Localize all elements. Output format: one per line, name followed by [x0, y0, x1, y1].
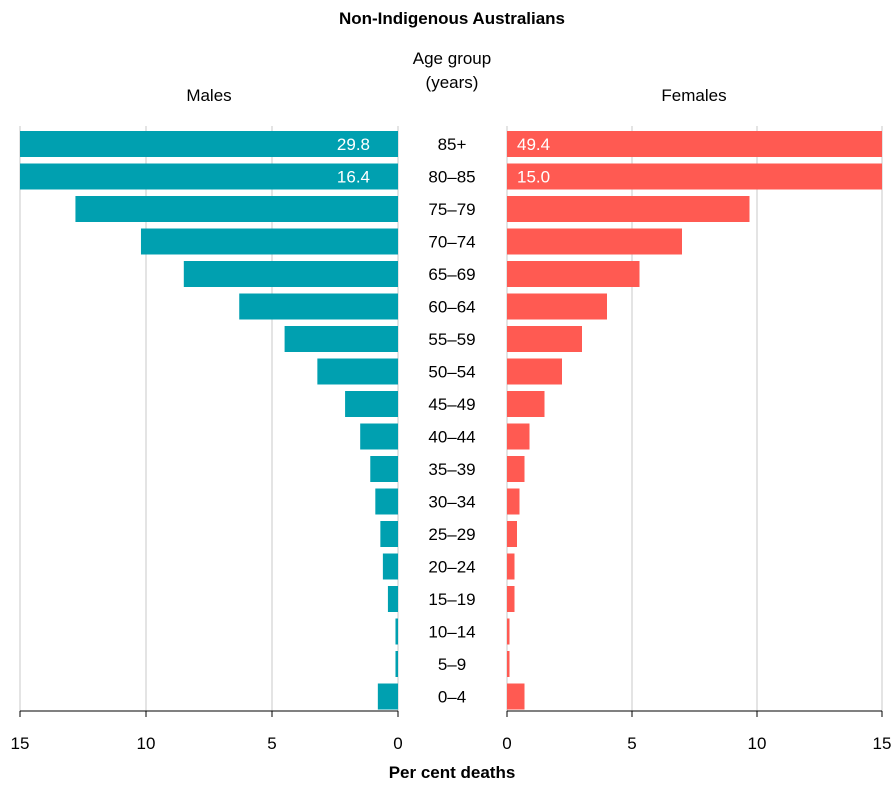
- male-bar: [345, 391, 398, 417]
- male-bar: [183, 261, 398, 287]
- age-group-label: 50–54: [428, 363, 475, 382]
- male-bar: [20, 131, 398, 157]
- x-axis-title: Per cent deaths: [389, 763, 516, 782]
- age-group-label: 10–14: [428, 623, 475, 642]
- female-bar: [507, 261, 640, 287]
- left-x-tick-label: 5: [267, 734, 276, 753]
- male-bar: [317, 358, 398, 385]
- x-axes: 15 15 10 10 5 5 0 0: [11, 710, 892, 753]
- age-group-label: 70–74: [428, 233, 475, 252]
- male-bar: [239, 293, 398, 320]
- left-x-tick-label: 0: [393, 734, 402, 753]
- female-bar: [507, 391, 545, 417]
- male-bar: [377, 683, 398, 710]
- right-x-tick-label: 10: [748, 734, 767, 753]
- female-bar: [507, 553, 515, 580]
- male-bar: [140, 228, 398, 255]
- left-panel-label: Males: [186, 86, 231, 105]
- female-bar: [507, 293, 607, 320]
- age-group-label: 0–4: [438, 688, 466, 707]
- age-group-label: 55–59: [428, 330, 475, 349]
- female-bar: [507, 521, 517, 547]
- female-bar: [507, 196, 750, 222]
- female-bar: [507, 423, 530, 450]
- center-label-line1: Age group: [413, 49, 491, 68]
- age-group-label: 60–64: [428, 298, 475, 317]
- female-bar: [507, 586, 515, 612]
- male-bar: [395, 618, 398, 645]
- age-group-label: 35–39: [428, 460, 475, 479]
- male-bar: [380, 521, 398, 547]
- bars: 29.8 49.4 16.4 15.0: [20, 131, 882, 710]
- male-bar: [370, 456, 398, 482]
- male-bar: [382, 553, 398, 580]
- male-data-label: 16.4: [337, 168, 370, 187]
- female-bar: [507, 488, 520, 515]
- male-data-label: 29.8: [337, 135, 370, 154]
- age-group-label: 15–19: [428, 590, 475, 609]
- male-bar: [375, 488, 398, 515]
- female-bar: [507, 228, 682, 255]
- female-bar: [507, 618, 510, 645]
- male-bar: [284, 326, 398, 352]
- age-group-label: 40–44: [428, 428, 475, 447]
- age-group-label: 25–29: [428, 525, 475, 544]
- female-bar: [507, 358, 562, 385]
- right-x-tick-label: 0: [502, 734, 511, 753]
- male-bar: [395, 651, 398, 677]
- age-group-label: 65–69: [428, 265, 475, 284]
- male-bar: [360, 423, 398, 450]
- age-group-label: 5–9: [438, 655, 466, 674]
- female-bar: [507, 683, 525, 710]
- age-group-label: 75–79: [428, 200, 475, 219]
- age-group-label: 45–49: [428, 395, 475, 414]
- age-group-label: 30–34: [428, 493, 475, 512]
- grid-lines: [19, 126, 883, 711]
- female-bar: [507, 651, 510, 677]
- female-bar: [507, 456, 525, 482]
- age-group-label: 20–24: [428, 558, 475, 577]
- chart-title: Non-Indigenous Australians: [339, 9, 565, 28]
- center-label-line2: (years): [426, 73, 479, 92]
- right-x-tick-label: 5: [627, 734, 636, 753]
- female-data-label: 15.0: [517, 168, 550, 187]
- left-x-tick-label: 15: [11, 734, 30, 753]
- female-data-label: 49.4: [517, 135, 550, 154]
- age-group-labels: 85+ 80–85 75–79 70–74 65–69 60–64 55–59 50–54 45…: [428, 135, 475, 707]
- female-bar: [507, 131, 882, 157]
- female-bar: [507, 163, 882, 190]
- male-bar: [387, 586, 398, 612]
- female-bar: [507, 326, 582, 352]
- left-x-tick-label: 10: [137, 734, 156, 753]
- age-group-label: 85+: [438, 135, 467, 154]
- right-x-tick-label: 15: [873, 734, 892, 753]
- male-bar: [75, 196, 398, 222]
- right-panel-label: Females: [661, 86, 726, 105]
- age-group-label: 80–85: [428, 168, 475, 187]
- male-bar: [20, 163, 398, 190]
